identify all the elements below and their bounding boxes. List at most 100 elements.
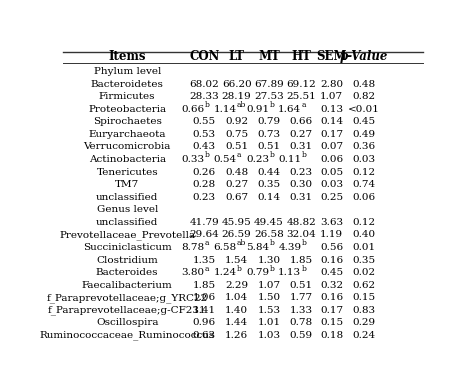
Text: 1.01: 1.01 — [257, 318, 281, 327]
Text: 0.14: 0.14 — [320, 117, 343, 126]
Text: 28.19: 28.19 — [222, 92, 252, 101]
Text: 0.29: 0.29 — [353, 318, 376, 327]
Text: 0.44: 0.44 — [257, 167, 281, 177]
Text: 0.49: 0.49 — [353, 130, 376, 139]
Text: 0.92: 0.92 — [225, 117, 248, 126]
Text: 0.14: 0.14 — [257, 193, 281, 202]
Text: 0.54: 0.54 — [214, 155, 237, 164]
Text: 0.40: 0.40 — [353, 230, 376, 239]
Text: 1.19: 1.19 — [320, 230, 343, 239]
Text: ab: ab — [237, 239, 246, 247]
Text: 0.33: 0.33 — [181, 155, 204, 164]
Text: 28.33: 28.33 — [190, 92, 219, 101]
Text: 1.26: 1.26 — [225, 331, 248, 340]
Text: 0.35: 0.35 — [257, 180, 281, 189]
Text: 0.06: 0.06 — [320, 155, 343, 164]
Text: 0.15: 0.15 — [320, 318, 343, 327]
Text: Phylum level: Phylum level — [93, 67, 161, 76]
Text: 1.24: 1.24 — [214, 268, 237, 277]
Text: 6.58: 6.58 — [214, 243, 237, 252]
Text: 1.50: 1.50 — [257, 293, 281, 302]
Text: 0.51: 0.51 — [225, 142, 248, 151]
Text: a: a — [205, 239, 209, 247]
Text: 0.45: 0.45 — [353, 117, 376, 126]
Text: 0.06: 0.06 — [353, 193, 376, 202]
Text: Bacteroidetes: Bacteroidetes — [91, 79, 164, 89]
Text: 0.30: 0.30 — [290, 180, 313, 189]
Text: 1.33: 1.33 — [290, 306, 313, 315]
Text: 0.62: 0.62 — [353, 281, 376, 290]
Text: 0.48: 0.48 — [353, 79, 376, 89]
Text: SEM: SEM — [316, 50, 346, 63]
Text: Items: Items — [109, 50, 146, 63]
Text: CON: CON — [189, 50, 219, 63]
Text: 29.64: 29.64 — [190, 230, 219, 239]
Text: 1.64: 1.64 — [278, 105, 301, 114]
Text: 1.41: 1.41 — [193, 306, 216, 315]
Text: b: b — [301, 151, 307, 159]
Text: 45.95: 45.95 — [222, 218, 252, 227]
Text: 0.73: 0.73 — [257, 130, 281, 139]
Text: 1.85: 1.85 — [193, 281, 216, 290]
Text: 0.02: 0.02 — [353, 268, 376, 277]
Text: 4.39: 4.39 — [278, 243, 301, 252]
Text: 0.27: 0.27 — [290, 130, 313, 139]
Text: <0.01: <0.01 — [348, 105, 380, 114]
Text: ab: ab — [237, 101, 246, 109]
Text: 0.17: 0.17 — [320, 306, 343, 315]
Text: Prevotellaceae_Prevotella: Prevotellaceae_Prevotella — [59, 230, 195, 240]
Text: 0.78: 0.78 — [290, 318, 313, 327]
Text: 3.80: 3.80 — [181, 268, 204, 277]
Text: Genus level: Genus level — [97, 205, 158, 214]
Text: 1.40: 1.40 — [225, 306, 248, 315]
Text: 1.44: 1.44 — [225, 318, 248, 327]
Text: 0.67: 0.67 — [225, 193, 248, 202]
Text: 0.74: 0.74 — [353, 180, 376, 189]
Text: 3.63: 3.63 — [320, 218, 343, 227]
Text: 1.77: 1.77 — [290, 293, 313, 302]
Text: 69.12: 69.12 — [286, 79, 316, 89]
Text: unclassified: unclassified — [96, 218, 158, 227]
Text: Euryarchaeota: Euryarchaeota — [89, 130, 166, 139]
Text: 0.03: 0.03 — [353, 155, 376, 164]
Text: 0.63: 0.63 — [193, 331, 216, 340]
Text: 49.45: 49.45 — [254, 218, 284, 227]
Text: 0.23: 0.23 — [246, 155, 269, 164]
Text: 0.31: 0.31 — [290, 193, 313, 202]
Text: 1.54: 1.54 — [225, 255, 248, 265]
Text: 0.83: 0.83 — [353, 306, 376, 315]
Text: 0.27: 0.27 — [225, 180, 248, 189]
Text: 1.53: 1.53 — [257, 306, 281, 315]
Text: f_Paraprevotellaceae;g-CF231: f_Paraprevotellaceae;g-CF231 — [48, 305, 207, 315]
Text: Succiniclasticum: Succiniclasticum — [83, 243, 172, 252]
Text: HT: HT — [292, 50, 311, 63]
Text: 0.79: 0.79 — [246, 268, 269, 277]
Text: Faecalibacterium: Faecalibacterium — [82, 281, 173, 290]
Text: 0.23: 0.23 — [193, 193, 216, 202]
Text: 0.24: 0.24 — [353, 331, 376, 340]
Text: 0.13: 0.13 — [320, 105, 343, 114]
Text: a: a — [301, 101, 306, 109]
Text: 25.51: 25.51 — [286, 92, 316, 101]
Text: 0.23: 0.23 — [290, 167, 313, 177]
Text: 2.29: 2.29 — [225, 281, 248, 290]
Text: 27.53: 27.53 — [254, 92, 284, 101]
Text: MT: MT — [258, 50, 280, 63]
Text: 1.13: 1.13 — [278, 268, 301, 277]
Text: 5.84: 5.84 — [246, 243, 269, 252]
Text: a: a — [237, 151, 242, 159]
Text: 0.75: 0.75 — [225, 130, 248, 139]
Text: 0.51: 0.51 — [257, 142, 281, 151]
Text: Verrucomicrobia: Verrucomicrobia — [83, 142, 171, 151]
Text: a: a — [205, 265, 209, 273]
Text: 0.45: 0.45 — [320, 268, 343, 277]
Text: 0.12: 0.12 — [353, 218, 376, 227]
Text: b: b — [269, 151, 274, 159]
Text: b: b — [205, 151, 210, 159]
Text: Proteobacteria: Proteobacteria — [88, 105, 166, 114]
Text: 0.59: 0.59 — [290, 331, 313, 340]
Text: Clostridium: Clostridium — [96, 255, 158, 265]
Text: 0.56: 0.56 — [320, 243, 343, 252]
Text: 8.78: 8.78 — [181, 243, 204, 252]
Text: 0.03: 0.03 — [320, 180, 343, 189]
